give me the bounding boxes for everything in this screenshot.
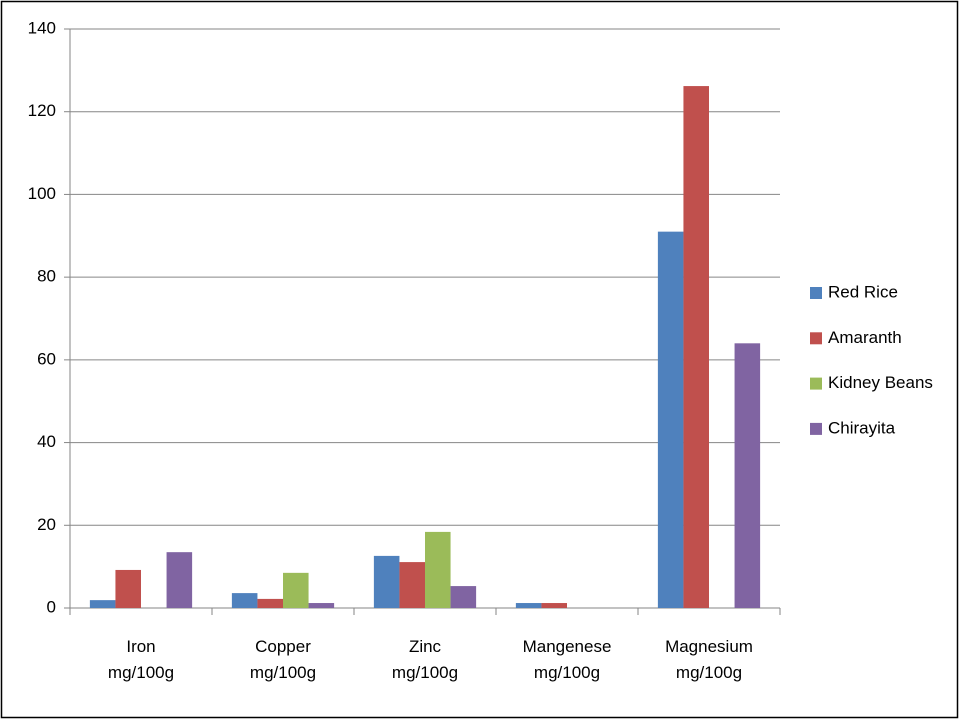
x-tick-label: Mangenese mg/100g — [522, 637, 612, 682]
bar — [515, 603, 542, 608]
bar — [283, 572, 309, 608]
legend-label: Red Rice — [828, 282, 898, 301]
x-tick-label: Zinc mg/100g — [391, 637, 459, 682]
bar — [425, 531, 451, 608]
bar — [231, 593, 258, 608]
y-tick-label: 140 — [28, 18, 56, 37]
legend-label: Kidney Beans — [828, 373, 933, 392]
y-tick-label: 60 — [37, 349, 56, 368]
bar — [115, 569, 141, 608]
legend-label: Chirayita — [828, 418, 896, 437]
x-tick-label: Copper mg/100g — [249, 637, 317, 682]
y-tick-label: 20 — [37, 515, 56, 534]
bar — [734, 343, 761, 608]
legend-swatch — [810, 422, 822, 435]
bar — [308, 603, 335, 608]
y-tick-label: 40 — [37, 432, 56, 451]
legend-swatch — [810, 287, 822, 299]
bar — [373, 555, 400, 608]
legend-label: Amaranth — [828, 328, 902, 347]
x-tick-label: Iron mg/100g — [107, 637, 175, 682]
y-tick-label: 80 — [37, 267, 56, 286]
legend-swatch — [810, 377, 822, 390]
x-tick-label: Magnesium mg/100g — [665, 637, 753, 682]
y-tick-label: 0 — [47, 597, 56, 616]
bar — [257, 598, 283, 608]
bar — [683, 86, 709, 608]
bar — [541, 603, 567, 608]
bar — [657, 231, 684, 608]
legend-swatch — [810, 332, 822, 345]
bar — [89, 600, 116, 608]
bar — [399, 562, 425, 608]
bar — [450, 586, 477, 608]
bar — [166, 552, 193, 608]
y-tick-label: 120 — [28, 101, 56, 120]
y-tick-label: 100 — [28, 184, 56, 203]
